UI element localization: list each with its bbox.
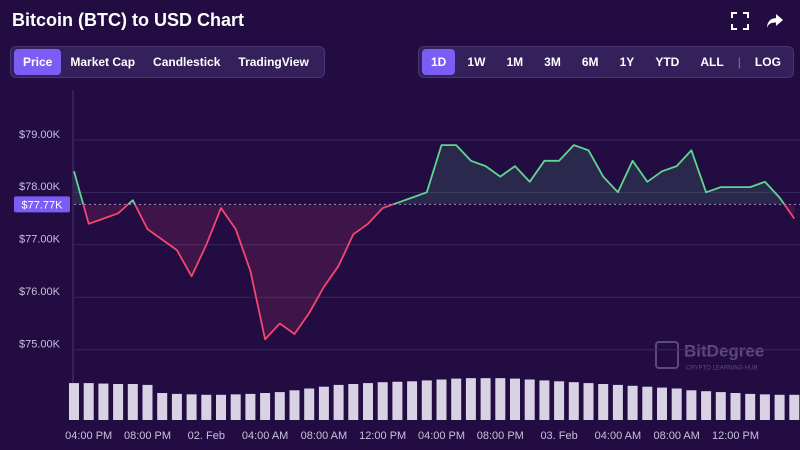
watermark-tagline: CRYPTO LEARNING HUB (686, 366, 757, 372)
volume-bar (186, 394, 197, 420)
volume-bar (274, 392, 285, 420)
volume-bar (230, 394, 241, 420)
volume-bar (304, 388, 315, 420)
tab-button[interactable]: Candlestick (153, 55, 221, 69)
x-tick-label: 08:00 AM (653, 430, 699, 442)
volume-bar (554, 381, 565, 420)
x-tick-label: 08:00 AM (301, 430, 347, 442)
x-tick-label: 12:00 PM (712, 430, 759, 442)
volume-bar (686, 390, 697, 420)
tab-bar: Price Market Cap Candlestick TradingView (10, 46, 325, 78)
watermark: BitDegree CRYPTO LEARNING HUB (655, 341, 764, 372)
price-area (74, 204, 795, 340)
tab-button[interactable]: TradingView (238, 55, 309, 69)
volume-bar (377, 382, 388, 420)
volume-bar (642, 386, 653, 420)
range-button[interactable]: 1W (467, 55, 486, 69)
x-tick-label: 04:00 PM (418, 430, 465, 442)
price-area (74, 145, 785, 205)
range-button[interactable]: 1Y (619, 55, 635, 69)
fullscreen-icon[interactable] (731, 12, 749, 30)
volume-bar (583, 383, 594, 420)
volume-bar (495, 378, 506, 420)
volume-bar (759, 394, 770, 420)
volume-bar (671, 388, 682, 420)
range-button[interactable]: 1D (422, 49, 456, 75)
volume-bar (745, 393, 756, 420)
volume-bar (524, 379, 535, 420)
tab-button[interactable]: Market Cap (70, 55, 136, 69)
volume-bar (627, 385, 638, 420)
volume-bar (392, 381, 403, 420)
x-tick-label: 04:00 AM (242, 430, 288, 442)
separator: | (737, 55, 741, 69)
y-tick-label: $79.00K (19, 129, 61, 141)
x-tick-label: 12:00 PM (359, 430, 406, 442)
x-tick-label: 03. Feb (540, 430, 577, 442)
volume-bar (98, 383, 109, 420)
y-tick-label: $77.00K (19, 234, 61, 246)
volume-bar (113, 384, 124, 420)
volume-bar (612, 384, 623, 420)
volume-bar (510, 378, 520, 420)
share-icon[interactable] (766, 12, 784, 30)
volume-bar (83, 383, 94, 420)
grid (74, 139, 800, 351)
x-tick-label: 02. Feb (188, 430, 225, 442)
volume-bar (407, 381, 418, 420)
current-price-label: $77.77K (22, 199, 64, 211)
volume-bar (539, 380, 550, 420)
range-button[interactable]: ALL (700, 55, 724, 69)
volume-bar (201, 394, 212, 420)
log-button[interactable]: LOG (754, 55, 781, 69)
volume-bar (348, 384, 359, 420)
volume-bar (568, 382, 579, 420)
x-tick-label: 04:00 AM (595, 430, 641, 442)
tab-button[interactable]: Price (14, 49, 62, 75)
y-tick-label: $78.00K (19, 181, 61, 193)
volume-bar (363, 383, 373, 420)
volume-bar (318, 386, 329, 420)
volume-bar (715, 392, 726, 420)
x-tick-label: 08:00 PM (124, 430, 171, 442)
volume-bar (157, 393, 168, 420)
volume-bar (289, 390, 300, 420)
volume-bar (171, 393, 182, 420)
volume-bar (657, 387, 667, 420)
volume-bar (701, 391, 712, 420)
price-line (82, 204, 796, 341)
volume-bar (260, 393, 271, 420)
current-price-badge (14, 196, 70, 213)
volume-bar (421, 380, 432, 420)
range-button[interactable]: YTD (655, 55, 680, 69)
x-tick-label: 04:00 PM (65, 430, 112, 442)
watermark-name: BitDegree (684, 341, 764, 360)
volume-bar (789, 394, 800, 420)
volume-bar (333, 384, 344, 420)
x-tick-label: 08:00 PM (477, 430, 524, 442)
volume-bar (730, 393, 741, 420)
volume-bar (127, 384, 138, 420)
volume-bar (69, 383, 79, 420)
range-button[interactable]: 3M (544, 55, 561, 69)
volume-bar (436, 379, 447, 420)
range-button[interactable]: 1M (506, 55, 524, 69)
y-tick-label: $75.00K (19, 339, 61, 351)
price-line (73, 144, 786, 205)
volume-bar (451, 378, 462, 420)
y-tick-label: $76.00K (19, 286, 61, 298)
volume-bar (598, 384, 609, 420)
volume-bar (774, 394, 785, 420)
volume-bar (245, 393, 256, 420)
volume-bar (216, 394, 226, 420)
volume-bar (142, 384, 153, 420)
range-button[interactable]: 6M (581, 55, 599, 69)
range-bar: 1D 1W 1M 3M 6M 1Y YTD ALL | LOG (418, 46, 794, 78)
volume-bar (480, 378, 491, 420)
volume-bar (465, 378, 476, 420)
page-title: Bitcoin (BTC) to USD Chart (12, 10, 244, 30)
